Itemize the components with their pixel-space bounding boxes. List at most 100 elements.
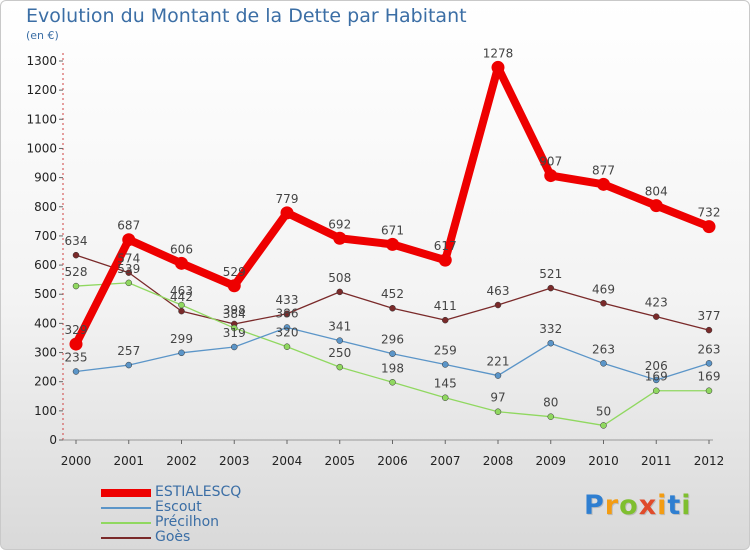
y-tick-label: 400 [34, 316, 57, 330]
data-point-precilhon [72, 282, 80, 290]
data-label-estialescq: 877 [592, 163, 615, 177]
data-point-precilhon [494, 408, 502, 415]
data-labels: 634 574 442 398 433 508 452 411 463 521 469 423 377 5… [65, 46, 721, 418]
data-label-estialescq: 732 [698, 206, 721, 220]
data-label-escout: 206 [645, 359, 668, 373]
data-point-escout [336, 337, 343, 344]
y-tick-label: 800 [34, 200, 57, 214]
data-point-escout [178, 349, 185, 357]
logo-letter: t [667, 490, 682, 521]
data-point-estialescq [544, 169, 558, 183]
data-point-goes [283, 310, 291, 318]
legend-swatch-precilhon [101, 515, 151, 530]
data-label-escout: 319 [223, 326, 246, 340]
x-tick-label: 2002 [166, 454, 197, 468]
data-point-estialescq [227, 279, 241, 293]
data-label-estialescq: 692 [328, 217, 351, 231]
data-label-precilhon: 528 [65, 265, 88, 279]
data-label-precilhon: 384 [223, 307, 246, 321]
data-point-goes [600, 300, 607, 307]
data-label-goes: 398 [223, 303, 246, 317]
data-label-escout: 299 [170, 332, 193, 346]
data-point-goes [653, 313, 660, 320]
data-label-precilhon: 50 [596, 404, 611, 418]
data-label-escout: 263 [592, 342, 615, 356]
data-label-estialescq: 671 [381, 223, 404, 237]
logo-letter: o [619, 490, 639, 521]
data-point-precilhon [231, 324, 238, 332]
y-tick-label: 1100 [26, 112, 57, 126]
y-tick-label: 300 [34, 346, 57, 360]
data-label-precilhon: 169 [645, 370, 668, 384]
data-point-goes [494, 301, 502, 309]
data-label-precilhon: 198 [381, 361, 404, 375]
y-tick-label: 500 [34, 287, 57, 301]
data-point-precilhon [442, 394, 449, 401]
data-label-precilhon: 97 [490, 391, 505, 405]
data-label-escout: 332 [539, 322, 562, 336]
chart-axes: 0 100 200 300 400 500 600 700 800 900 1000 1100 1200… [26, 53, 724, 468]
data-label-precilhon: 80 [543, 396, 558, 410]
data-label-precilhon: 539 [117, 262, 140, 276]
data-point-escout [600, 360, 607, 367]
data-point-estialescq [649, 199, 663, 213]
data-point-precilhon [705, 387, 713, 394]
data-point-goes [705, 326, 713, 334]
data-label-goes: 469 [592, 282, 615, 296]
data-point-precilhon [389, 379, 396, 386]
data-label-goes: 411 [434, 299, 457, 313]
proxiti-logo: Proxiti [584, 490, 692, 521]
data-point-escout [125, 361, 132, 369]
legend-label-escout: Escout [155, 499, 202, 515]
x-tick-label: 2011 [641, 454, 672, 468]
data-point-precilhon [547, 413, 554, 420]
data-label-goes: 634 [65, 234, 88, 248]
y-tick-label: 1300 [26, 54, 57, 68]
data-point-escout [231, 343, 238, 351]
data-point-escout [72, 368, 80, 375]
data-point-precilhon [125, 279, 132, 287]
logo-letter: P [584, 490, 605, 521]
data-point-escout [442, 361, 449, 368]
data-point-precilhon [283, 343, 291, 350]
data-point-precilhon [653, 387, 660, 394]
data-point-estialescq [280, 206, 294, 220]
data-label-goes: 574 [117, 252, 140, 266]
data-point-escout [547, 339, 554, 347]
data-label-escout: 263 [698, 342, 721, 356]
data-point-goes [547, 284, 554, 292]
data-point-goes [442, 316, 449, 324]
data-point-goes [178, 307, 185, 315]
data-label-estialescq: 907 [539, 155, 562, 169]
x-tick-label: 2005 [324, 454, 355, 468]
data-label-goes: 452 [381, 287, 404, 301]
chart-title: Evolution du Montant de la Dette par Hab… [26, 5, 467, 27]
legend-swatch-escout [101, 500, 151, 515]
y-tick-label: 100 [34, 404, 57, 418]
data-point-estialescq [175, 256, 188, 270]
x-tick-label: 2003 [219, 454, 250, 468]
data-point-estialescq [491, 60, 505, 74]
series-lines [69, 60, 716, 429]
y-tick-label: 1200 [26, 83, 57, 97]
data-point-precilhon [600, 422, 607, 429]
data-label-escout: 221 [487, 355, 510, 369]
data-label-goes: 463 [487, 284, 510, 298]
data-label-precilhon: 145 [434, 377, 457, 391]
data-point-escout [389, 350, 396, 357]
data-point-estialescq [702, 220, 716, 234]
legend: ESTIALESCQ Escout Précilhon Goès [101, 484, 361, 545]
logo-letter: r [604, 490, 620, 521]
data-point-escout [705, 360, 713, 367]
data-point-goes [125, 269, 132, 276]
data-label-goes: 521 [539, 267, 562, 281]
y-tick-label: 200 [34, 375, 57, 389]
data-label-escout: 341 [328, 320, 351, 334]
data-label-escout: 235 [65, 350, 88, 364]
x-tick-label: 2009 [535, 454, 566, 468]
chart-subtitle: (en €) [26, 29, 59, 42]
data-label-precilhon: 463 [170, 284, 193, 298]
legend-item-goes: Goès [101, 529, 361, 545]
